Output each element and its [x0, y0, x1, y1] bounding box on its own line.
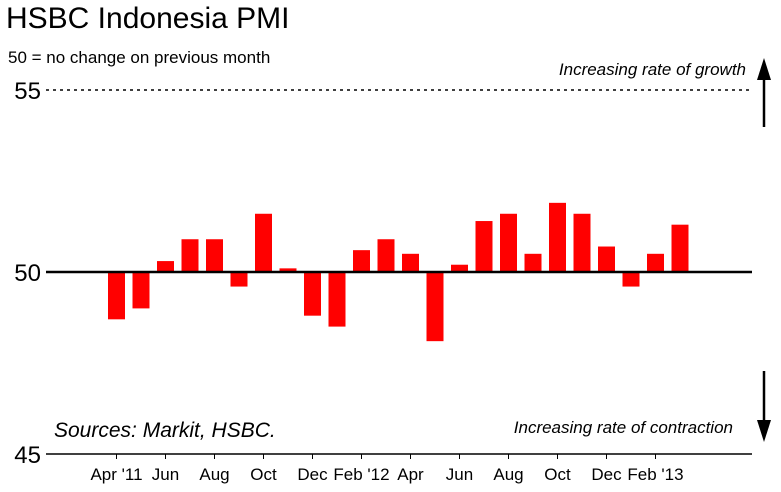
chart-subtitle: 50 = no change on previous month: [8, 48, 271, 67]
bar: [426, 272, 444, 342]
y-ticks-group: 45 50 55: [14, 78, 41, 469]
x-tick-label: Dec: [297, 465, 328, 484]
bar: [573, 213, 591, 272]
chart-title: HSBC Indonesia PMI: [6, 2, 290, 35]
x-ticks-group: Apr '11 Jun Aug Oct Dec Feb '12 Apr Jun Aug Oct De…: [90, 454, 684, 484]
x-tick-label: Oct: [544, 465, 571, 484]
x-tick-label: Aug: [199, 465, 229, 484]
bar: [132, 272, 150, 309]
bar: [598, 246, 615, 272]
bar: [353, 250, 370, 272]
arrow-up-icon: [757, 58, 771, 127]
x-tick-label: Jun: [446, 465, 473, 484]
bar: [647, 253, 664, 272]
bar: [475, 221, 493, 272]
x-tick-label: Jun: [152, 465, 179, 484]
bar: [206, 239, 223, 272]
bar: [524, 253, 542, 272]
bar: [451, 264, 468, 272]
bar: [377, 239, 395, 272]
bar: [402, 253, 419, 272]
source-note: Sources: Markit, HSBC.: [54, 419, 276, 442]
arrow-down-icon: [757, 371, 771, 442]
y-tick-label: 50: [14, 260, 41, 287]
bar: [108, 272, 125, 320]
x-tick-label: Feb '12: [333, 465, 389, 484]
bar: [500, 213, 517, 272]
x-tick-label: Feb '13: [627, 465, 683, 484]
y-tick-label: 55: [14, 78, 41, 105]
x-tick-label: Aug: [493, 465, 523, 484]
bar: [304, 272, 321, 316]
y-tick-label: 45: [14, 442, 41, 469]
x-tick-label: Oct: [250, 465, 277, 484]
bar: [157, 261, 174, 272]
bar: [255, 213, 272, 272]
growth-note: Increasing rate of growth: [558, 60, 746, 79]
bar: [671, 224, 689, 272]
bars-group: [108, 202, 689, 342]
bar: [328, 272, 346, 327]
x-tick-label: Apr: [397, 465, 424, 484]
x-tick-label: Apr '11: [90, 465, 142, 484]
contraction-note: Increasing rate of contraction: [513, 418, 733, 437]
bar: [230, 272, 248, 287]
x-tick-label: Dec: [591, 465, 622, 484]
bar: [279, 268, 297, 272]
bar: [622, 272, 640, 287]
bar: [181, 239, 199, 272]
bar: [549, 202, 566, 272]
